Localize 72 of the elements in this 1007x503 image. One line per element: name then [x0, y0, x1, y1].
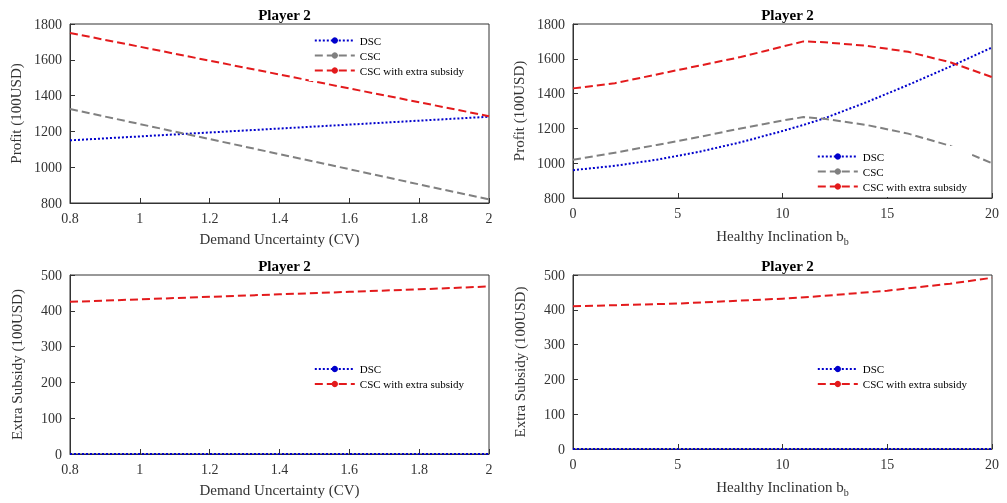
y-axis-title: Profit (100USD)	[510, 60, 528, 162]
y-tick-label: 100	[41, 410, 62, 426]
y-tick-label: 500	[544, 267, 565, 283]
line-series	[69, 115, 490, 142]
y-tick-label: 1000	[537, 155, 565, 171]
legend-label: DSC	[862, 150, 885, 163]
chart-title: Player 2	[258, 257, 311, 274]
x-axis-title: Demand Uncertainty (CV)	[199, 481, 360, 499]
chart-title: Player 2	[761, 6, 814, 23]
legend-label: DSC	[359, 363, 382, 375]
y-tick-label: 500	[41, 267, 62, 283]
legend-label: CSC with extra subsidy	[862, 180, 968, 193]
legend-label: DSC	[862, 363, 885, 375]
x-tick-label: 0	[569, 456, 577, 472]
x-tick-label: 1.6	[340, 461, 359, 477]
x-tick-label: 5	[674, 456, 682, 472]
x-tick-label: 1.4	[270, 210, 289, 226]
y-tick-label: 100	[544, 406, 565, 422]
y-tick-label: 1000	[34, 159, 62, 175]
x-tick-label: 2	[485, 210, 493, 226]
x-tick-label: 1.2	[200, 210, 219, 226]
legend-label: CSC with extra subsidy	[862, 378, 968, 390]
y-axis-title: Extra Subsidy (100USD)	[511, 286, 529, 438]
x-tick-label: 2	[485, 461, 493, 477]
y-tick-label: 1400	[537, 86, 565, 102]
x-tick-label: 1	[136, 210, 144, 226]
legend-label: DSC	[359, 34, 382, 47]
x-tick-label: 15	[880, 456, 895, 472]
x-tick-label: 10	[775, 456, 790, 472]
y-tick-label: 1600	[537, 51, 565, 67]
x-tick-label: 10	[775, 205, 790, 221]
line-series	[572, 40, 993, 90]
x-tick-label: 1.8	[410, 461, 428, 477]
x-tick-label: 5	[674, 205, 682, 221]
x-tick-label: 1	[136, 461, 144, 477]
y-axis-title: Extra Subsidy (100USD)	[8, 289, 26, 440]
y-tick-label: 300	[544, 337, 565, 353]
x-tick-label: 1.4	[270, 461, 289, 477]
y-tick-label: 300	[41, 339, 62, 355]
x-tick-label: 1.6	[340, 210, 359, 226]
chart-title: Player 2	[761, 257, 814, 274]
legend-label: CSC with extra subsidy	[359, 64, 465, 77]
y-tick-label: 200	[544, 371, 565, 387]
y-axis-title: Profit (100USD)	[7, 63, 25, 164]
y-tick-label: 1400	[34, 88, 62, 104]
y-tick-label: 1800	[537, 16, 565, 32]
x-tick-label: 0	[569, 205, 577, 221]
y-tick-label: 1800	[34, 16, 62, 32]
line-series	[572, 116, 993, 165]
y-tick-label: 1200	[537, 120, 565, 136]
y-tick-label: 400	[544, 302, 565, 318]
x-tick-label: 0.8	[61, 210, 79, 226]
y-tick-label: 200	[41, 374, 62, 390]
y-tick-label: 800	[41, 195, 62, 211]
x-tick-label: 1.2	[200, 461, 219, 477]
x-tick-label: 20	[985, 205, 999, 221]
x-axis-title: Demand Uncertainty (CV)	[199, 230, 360, 248]
y-tick-label: 0	[55, 446, 62, 462]
x-tick-label: 15	[880, 205, 895, 221]
x-tick-label: 20	[985, 456, 999, 472]
x-tick-label: 1.8	[410, 210, 428, 226]
y-tick-label: 0	[558, 441, 565, 457]
y-tick-label: 800	[544, 190, 565, 206]
line-series	[69, 31, 490, 118]
y-tick-label: 400	[41, 303, 62, 319]
x-tick-label: 0.8	[61, 461, 79, 477]
y-tick-label: 1600	[34, 52, 62, 68]
legend-label: CSC	[359, 49, 381, 62]
legend-label: CSC	[862, 165, 884, 178]
chart-title: Player 2	[258, 6, 311, 23]
legend-label: CSC with extra subsidy	[359, 378, 465, 390]
y-tick-label: 1200	[34, 123, 62, 139]
